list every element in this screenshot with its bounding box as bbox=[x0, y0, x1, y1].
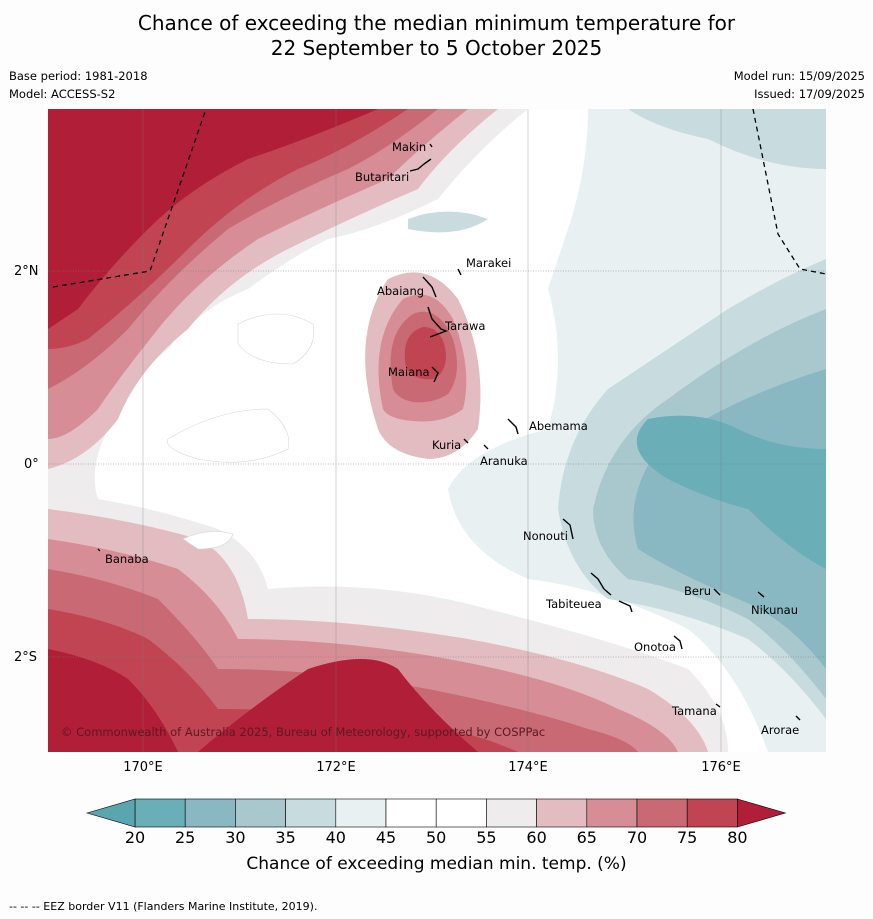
eez-footnote: -- -- -- EEZ border V11 (Flanders Marine… bbox=[9, 900, 318, 913]
colorbar-segment bbox=[435, 798, 487, 828]
island-outlines bbox=[97, 143, 801, 721]
colorbar-tick-label: 75 bbox=[677, 828, 698, 847]
lon-label-176e: 176°E bbox=[701, 760, 741, 775]
graticule bbox=[48, 109, 826, 752]
title-line-1: Chance of exceeding the median minimum t… bbox=[137, 11, 736, 35]
above-median-region bbox=[48, 109, 728, 752]
colorbar-tick-label: 50 bbox=[426, 828, 447, 847]
meta-right: Model run: 15/09/2025 Issued: 17/09/2025 bbox=[734, 67, 865, 103]
colorbar-tick-label: 20 bbox=[124, 828, 146, 847]
lon-label-174e: 174°E bbox=[508, 760, 548, 775]
base-period: Base period: 1981-2018 bbox=[9, 69, 148, 83]
label-butaritari: Butaritari bbox=[355, 170, 409, 184]
near-median-patches bbox=[167, 313, 315, 550]
label-tarawa: Tarawa bbox=[444, 319, 485, 333]
colorbar-over-arrow bbox=[737, 798, 787, 828]
colorbar-tick-label: 40 bbox=[325, 828, 346, 847]
map-title: Chance of exceeding the median minimum t… bbox=[0, 11, 873, 61]
colorbar-tick-label: 25 bbox=[175, 828, 196, 847]
eez-border bbox=[52, 109, 826, 288]
lat-label-2n: 2°N bbox=[14, 264, 39, 279]
lon-label-172e: 172°E bbox=[316, 760, 356, 775]
colorbar-under-arrow bbox=[86, 798, 136, 828]
label-nonouti: Nonouti bbox=[523, 529, 568, 543]
colorbar bbox=[86, 798, 787, 828]
model-run: Model run: 15/09/2025 bbox=[733, 69, 865, 83]
colorbar-segment bbox=[486, 798, 537, 828]
label-marakei: Marakei bbox=[466, 256, 511, 270]
colorbar-tick-label: 55 bbox=[476, 828, 497, 847]
colorbar-ticks: 20 25 30 35 40 45 50 55 60 65 70 75 80 bbox=[0, 828, 873, 848]
label-nikunau: Nikunau bbox=[751, 603, 798, 617]
colorbar-segment bbox=[235, 798, 286, 828]
label-onotoa: Onotoa bbox=[634, 640, 676, 654]
colorbar-segment bbox=[385, 798, 437, 828]
colorbar-tick-label: 45 bbox=[375, 828, 397, 847]
label-abaiang: Abaiang bbox=[377, 284, 424, 298]
colorbar-tick-label: 80 bbox=[727, 828, 748, 847]
issued-date: Issued: 17/09/2025 bbox=[754, 87, 865, 101]
colorbar-segment bbox=[184, 798, 236, 828]
colorbar-segment bbox=[636, 798, 688, 828]
colorbar-segment bbox=[686, 798, 738, 828]
lat-label-0: 0° bbox=[24, 457, 39, 472]
label-kuria: Kuria bbox=[432, 438, 461, 452]
label-tamana: Tamana bbox=[671, 704, 717, 718]
meta-left: Base period: 1981-2018 Model: ACCESS-S2 bbox=[9, 67, 148, 103]
colorbar-segment bbox=[335, 798, 387, 828]
colorbar-tick-label: 35 bbox=[275, 828, 296, 847]
label-aranuka: Aranuka bbox=[480, 454, 528, 468]
label-tabiteuea: Tabiteuea bbox=[545, 597, 602, 611]
colorbar-tick-label: 70 bbox=[626, 828, 648, 847]
label-banaba: Banaba bbox=[105, 552, 149, 566]
copyright-notice: © Commonwealth of Australia 2025, Bureau… bbox=[61, 725, 545, 739]
label-makin: Makin bbox=[392, 140, 426, 154]
colorbar-segment bbox=[285, 798, 337, 828]
colorbar-tick-label: 65 bbox=[576, 828, 597, 847]
colorbar-segment bbox=[134, 798, 186, 828]
below-median-region bbox=[408, 109, 826, 752]
lat-label-2s: 2°S bbox=[14, 650, 38, 665]
title-line-2: 22 September to 5 October 2025 bbox=[270, 36, 603, 60]
colorbar-tick-label: 60 bbox=[526, 828, 547, 847]
map-panel[interactable]: Makin Butaritari Marakei Abaiang Tarawa … bbox=[48, 109, 826, 752]
colorbar-tick-label: 30 bbox=[225, 828, 246, 847]
probability-map[interactable]: Makin Butaritari Marakei Abaiang Tarawa … bbox=[48, 109, 826, 752]
colorbar-segment bbox=[536, 798, 588, 828]
colorbar-label: Chance of exceeding median min. temp. (%… bbox=[246, 854, 627, 874]
lon-label-170e: 170°E bbox=[123, 760, 163, 775]
label-beru: Beru bbox=[684, 584, 711, 598]
model-name: Model: ACCESS-S2 bbox=[9, 87, 116, 101]
label-maiana: Maiana bbox=[388, 365, 430, 379]
place-labels: Makin Butaritari Marakei Abaiang Tarawa … bbox=[105, 140, 799, 737]
colorbar-segment bbox=[586, 798, 638, 828]
label-abemama: Abemama bbox=[529, 419, 588, 433]
label-arorae: Arorae bbox=[761, 723, 799, 737]
